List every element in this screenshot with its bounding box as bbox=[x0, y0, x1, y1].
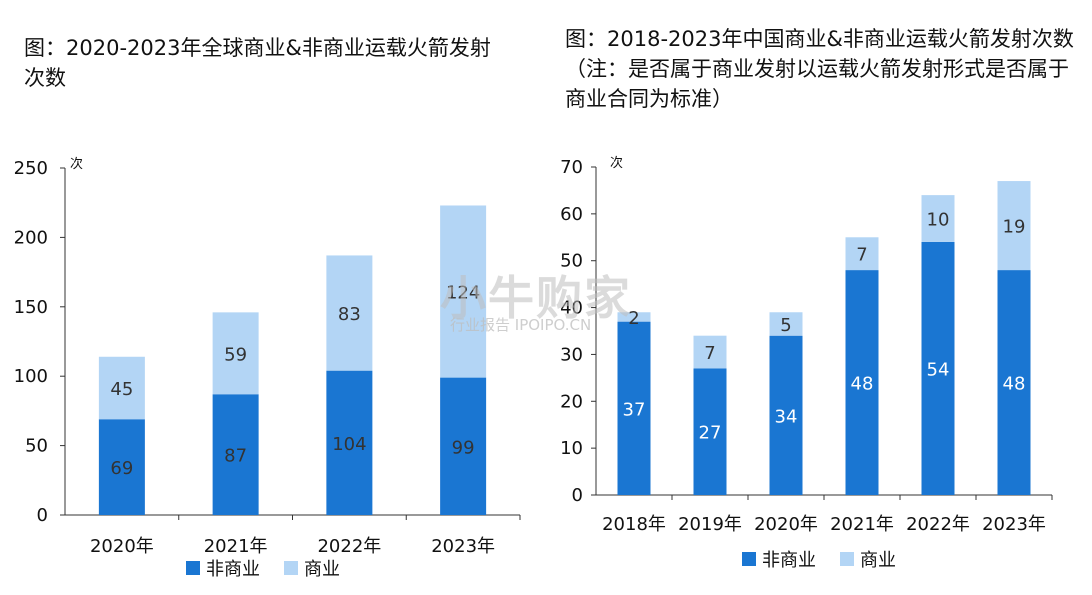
right-y-tick-label: 30 bbox=[560, 344, 583, 365]
right-bar-commercial bbox=[921, 195, 955, 242]
right-data-label: 10 bbox=[927, 210, 950, 231]
right-bar-commercial bbox=[769, 312, 803, 336]
left-legend-label: 商业 bbox=[304, 559, 340, 580]
left-y-tick-label: 100 bbox=[14, 366, 48, 387]
right-y-tick-label: 50 bbox=[560, 251, 583, 272]
right-y-tick-label: 10 bbox=[560, 438, 583, 459]
left-y-tick-label: 250 bbox=[14, 158, 48, 179]
right-y-tick-label: 20 bbox=[560, 391, 583, 412]
right-bar-commercial bbox=[845, 237, 879, 271]
right-data-label: 2 bbox=[628, 308, 639, 329]
right-data-label: 7 bbox=[856, 245, 867, 266]
left-data-label: 99 bbox=[452, 437, 475, 458]
right-data-label: 7 bbox=[704, 343, 715, 364]
left-chart-title: 图：2020-2023年全球商业&非商业运载火箭发射次数 bbox=[24, 36, 491, 90]
left-y-tick-label: 200 bbox=[14, 227, 48, 248]
right-legend-swatch bbox=[840, 552, 854, 566]
right-bar-non-commercial bbox=[617, 321, 651, 495]
left-y-tick-label: 0 bbox=[37, 505, 48, 526]
left-data-label: 45 bbox=[110, 379, 133, 400]
left-y-tick-label: 150 bbox=[14, 297, 48, 318]
right-unit-label: 次 bbox=[610, 155, 623, 171]
left-bar-non-commercial bbox=[98, 419, 145, 515]
left-legend-swatch bbox=[186, 561, 200, 575]
left-bar-non-commercial bbox=[212, 394, 259, 515]
left-bar-non-commercial bbox=[326, 370, 373, 515]
right-category-label: 2019年 bbox=[678, 514, 742, 535]
right-category-label: 2021年 bbox=[830, 514, 894, 535]
left-category-label: 2020年 bbox=[90, 536, 154, 557]
right-data-label: 34 bbox=[775, 406, 798, 427]
right-category-label: 2018年 bbox=[602, 514, 666, 535]
right-legend-label: 非商业 bbox=[762, 550, 816, 571]
left-data-label: 69 bbox=[110, 458, 133, 479]
right-bar-commercial bbox=[617, 312, 651, 322]
left-data-label: 59 bbox=[224, 344, 247, 365]
left-bar-commercial bbox=[326, 255, 373, 371]
right-data-label: 5 bbox=[780, 315, 791, 336]
left-legend-swatch bbox=[284, 561, 298, 575]
right-bar-non-commercial bbox=[845, 270, 879, 495]
right-y-tick-label: 60 bbox=[560, 204, 583, 225]
left-y-tick-label: 50 bbox=[25, 436, 48, 457]
left-category-label: 2022年 bbox=[317, 536, 381, 557]
right-data-label: 27 bbox=[699, 423, 722, 444]
right-y-tick-label: 0 bbox=[572, 485, 583, 506]
left-bar-commercial bbox=[98, 356, 145, 420]
right-category-label: 2022年 bbox=[906, 514, 970, 535]
right-category-label: 2023年 bbox=[982, 514, 1046, 535]
left-bar-commercial bbox=[440, 205, 487, 378]
right-y-tick-label: 70 bbox=[560, 157, 583, 178]
left-legend-label: 非商业 bbox=[206, 559, 260, 580]
right-bar-non-commercial bbox=[769, 335, 803, 495]
right-chart-title: 图：2018-2023年中国商业&非商业运载火箭发射次数（注：是否属于商业发射以… bbox=[565, 27, 1074, 111]
left-category-label: 2021年 bbox=[204, 536, 268, 557]
right-bar-non-commercial bbox=[693, 368, 727, 495]
right-bar-commercial bbox=[997, 181, 1031, 271]
left-bar-non-commercial bbox=[440, 377, 487, 515]
left-data-label: 104 bbox=[332, 434, 366, 455]
right-y-tick-label: 40 bbox=[560, 298, 583, 319]
right-bar-non-commercial bbox=[997, 270, 1031, 495]
right-bar-non-commercial bbox=[921, 241, 955, 495]
right-data-label: 19 bbox=[1003, 217, 1026, 238]
right-data-label: 37 bbox=[623, 399, 646, 420]
right-data-label: 48 bbox=[851, 374, 874, 395]
left-data-label: 124 bbox=[446, 283, 480, 304]
left-category-label: 2023年 bbox=[431, 536, 495, 557]
left-data-label: 87 bbox=[224, 446, 247, 467]
left-data-label: 83 bbox=[338, 304, 361, 325]
left-bar-commercial bbox=[212, 312, 259, 395]
right-category-label: 2020年 bbox=[754, 514, 818, 535]
left-unit-label: 次 bbox=[70, 156, 83, 172]
right-data-label: 48 bbox=[1003, 374, 1026, 395]
right-data-label: 54 bbox=[927, 359, 950, 380]
right-bar-commercial bbox=[693, 335, 727, 369]
right-legend-swatch bbox=[742, 552, 756, 566]
right-legend-label: 商业 bbox=[860, 550, 896, 571]
